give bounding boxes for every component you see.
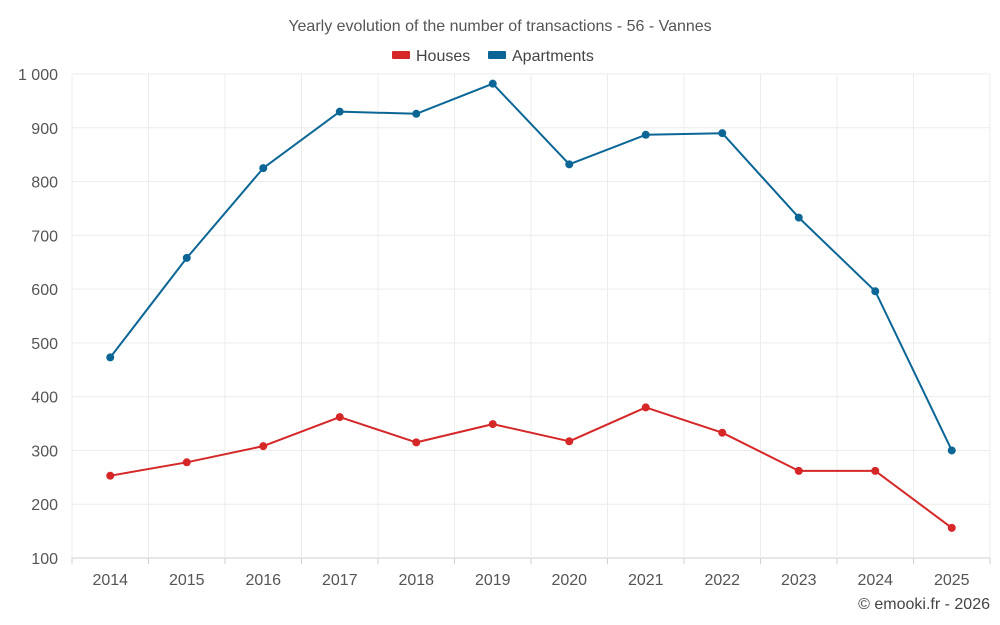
x-tick-label: 2014 [92,572,128,589]
data-point-apartments[interactable] [488,79,497,88]
y-tick-label: 200 [31,497,58,514]
series-houses [106,403,956,532]
series-line-apartments [109,82,953,451]
y-tick-label: 700 [31,228,58,245]
data-point-apartments[interactable] [794,213,803,222]
y-tick-label: 300 [31,443,58,460]
data-point-apartments[interactable] [335,107,344,116]
data-point-houses[interactable] [641,403,650,412]
data-point-apartments[interactable] [259,164,268,173]
data-point-houses[interactable] [718,428,727,437]
data-point-houses[interactable] [259,442,268,451]
x-tick-label: 2017 [322,572,358,589]
series [106,79,956,532]
x-tick-label: 2020 [551,572,587,589]
data-point-apartments[interactable] [182,253,191,262]
legend: Houses Apartments [392,48,594,65]
x-tick-label: 2024 [857,572,893,589]
data-point-apartments[interactable] [412,109,421,118]
legend-houses-label: Houses [416,48,470,65]
x-tick-label: 2022 [704,572,740,589]
y-tick-label: 400 [31,390,58,407]
x-tick-label: 2021 [628,572,664,589]
data-point-houses[interactable] [182,458,191,467]
data-point-houses[interactable] [565,437,574,446]
data-point-apartments[interactable] [106,353,115,362]
x-tick-label: 2023 [781,572,817,589]
x-tick-label: 2025 [934,572,970,589]
credit-text: © emooki.fr - 2026 [858,596,990,613]
data-point-houses[interactable] [871,466,880,475]
y-tick-label: 1 000 [18,67,58,84]
series-line-houses [110,406,953,529]
x-tick-label: 2015 [169,572,205,589]
legend-apartments-label: Apartments [512,48,594,65]
chart-title: Yearly evolution of the number of transa… [288,18,711,35]
x-tick-label: 2018 [398,572,434,589]
legend-apartments-swatch [488,51,506,59]
data-point-apartments[interactable] [641,130,650,139]
legend-houses-swatch [392,51,410,59]
data-point-houses[interactable] [335,413,344,422]
data-point-apartments[interactable] [871,287,880,296]
data-point-apartments[interactable] [718,129,727,138]
y-tick-label: 500 [31,336,58,353]
data-point-apartments[interactable] [565,160,574,169]
x-axis-tick-labels: 2014 2015 2016 2017 2018 2019 2020 2021 2022 2023… [92,572,969,589]
x-tick-label: 2016 [245,572,281,589]
data-point-houses[interactable] [794,466,803,475]
series-apartments [106,79,956,455]
grid [71,73,991,564]
data-point-houses[interactable] [947,523,956,532]
y-tick-label: 800 [31,175,58,192]
data-point-apartments[interactable] [947,446,956,455]
y-tick-label: 600 [31,282,58,299]
data-point-houses[interactable] [412,438,421,447]
y-tick-label: 900 [31,121,58,138]
y-axis-tick-labels: 100 200 300 400 500 600 700 800 900 1 000 [18,67,58,568]
y-tick-label: 100 [31,551,58,568]
data-point-houses[interactable] [488,420,497,429]
data-point-houses[interactable] [106,471,115,480]
x-tick-label: 2019 [475,572,511,589]
